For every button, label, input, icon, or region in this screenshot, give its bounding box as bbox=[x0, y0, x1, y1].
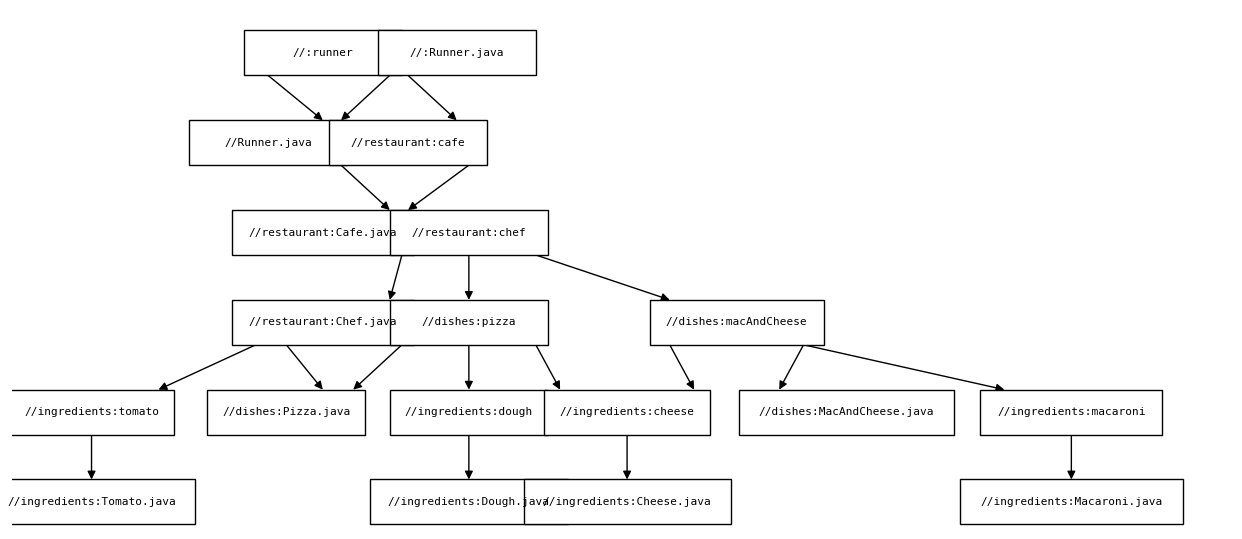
Text: //ingredients:Cheese.java: //ingredients:Cheese.java bbox=[543, 497, 712, 507]
Text: //restaurant:cafe: //restaurant:cafe bbox=[350, 138, 466, 148]
Text: //dishes:Pizza.java: //dishes:Pizza.java bbox=[222, 407, 350, 417]
FancyBboxPatch shape bbox=[960, 480, 1184, 524]
FancyBboxPatch shape bbox=[378, 31, 535, 75]
FancyBboxPatch shape bbox=[524, 480, 730, 524]
Text: //:runner: //:runner bbox=[292, 48, 353, 58]
Text: //restaurant:Chef.java: //restaurant:Chef.java bbox=[248, 317, 397, 327]
Text: //Runner.java: //Runner.java bbox=[224, 138, 312, 148]
Text: //restaurant:chef: //restaurant:chef bbox=[411, 227, 527, 238]
FancyBboxPatch shape bbox=[189, 120, 348, 165]
FancyBboxPatch shape bbox=[544, 390, 710, 434]
FancyBboxPatch shape bbox=[980, 390, 1163, 434]
Text: //restaurant:Cafe.java: //restaurant:Cafe.java bbox=[248, 227, 397, 238]
FancyBboxPatch shape bbox=[207, 390, 365, 434]
Text: //ingredients:macaroni: //ingredients:macaroni bbox=[997, 407, 1145, 417]
Text: //dishes:MacAndCheese.java: //dishes:MacAndCheese.java bbox=[759, 407, 934, 417]
Text: //ingredients:tomato: //ingredients:tomato bbox=[24, 407, 159, 417]
FancyBboxPatch shape bbox=[243, 31, 402, 75]
Text: //dishes:macAndCheese: //dishes:macAndCheese bbox=[666, 317, 807, 327]
FancyBboxPatch shape bbox=[329, 120, 487, 165]
FancyBboxPatch shape bbox=[739, 390, 954, 434]
Text: //ingredients:cheese: //ingredients:cheese bbox=[560, 407, 694, 417]
FancyBboxPatch shape bbox=[650, 300, 823, 345]
FancyBboxPatch shape bbox=[0, 480, 195, 524]
Text: //ingredients:Tomato.java: //ingredients:Tomato.java bbox=[7, 497, 176, 507]
FancyBboxPatch shape bbox=[232, 300, 414, 345]
FancyBboxPatch shape bbox=[390, 390, 548, 434]
FancyBboxPatch shape bbox=[370, 480, 568, 524]
Text: //ingredients:Macaroni.java: //ingredients:Macaroni.java bbox=[980, 497, 1163, 507]
FancyBboxPatch shape bbox=[390, 300, 548, 345]
Text: //ingredients:Dough.java: //ingredients:Dough.java bbox=[388, 497, 550, 507]
FancyBboxPatch shape bbox=[390, 210, 548, 255]
Text: //dishes:pizza: //dishes:pizza bbox=[421, 317, 517, 327]
Text: //ingredients:dough: //ingredients:dough bbox=[405, 407, 533, 417]
FancyBboxPatch shape bbox=[232, 210, 414, 255]
Text: //:Runner.java: //:Runner.java bbox=[410, 48, 504, 58]
FancyBboxPatch shape bbox=[9, 390, 174, 434]
